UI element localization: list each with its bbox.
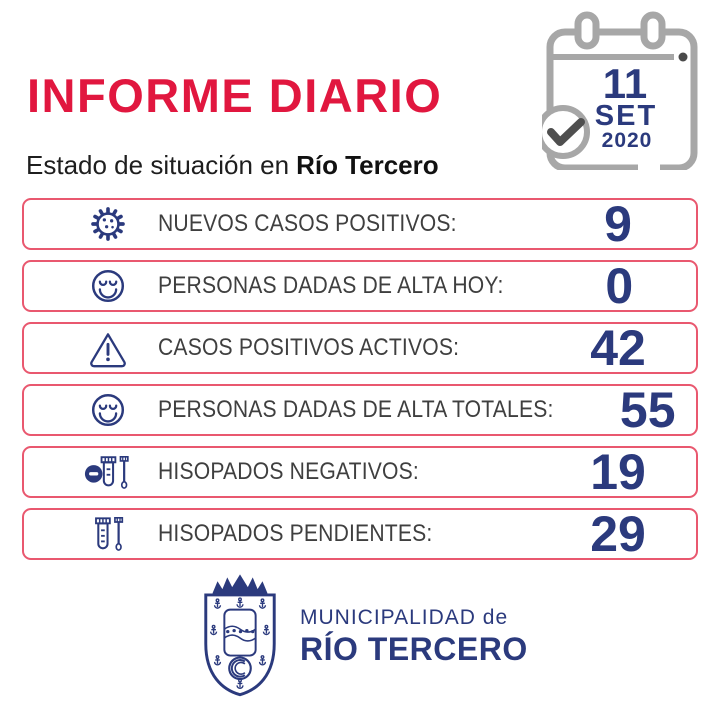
- subtitle-city: Río Tercero: [296, 150, 439, 180]
- virus-icon: [84, 201, 132, 247]
- stat-row-hisopados-negativos: HISOPADOS NEGATIVOS: 19: [22, 446, 698, 498]
- stat-label: CASOS POSITIVOS ACTIVOS:: [158, 334, 460, 361]
- calendar-day: 11: [603, 60, 647, 107]
- stat-row-hisopados-pendientes: HISOPADOS PENDIENTES: 29: [22, 508, 698, 560]
- page-title: INFORME DIARIO: [27, 69, 443, 122]
- check-circle-icon: [542, 105, 590, 159]
- stats-list: NUEVOS CASOS POSITIVOS: 9 PERSONAS DADAS…: [22, 198, 698, 560]
- stat-row-casos-activos: CASOS POSITIVOS ACTIVOS: 42: [22, 322, 698, 374]
- calendar-month: SET: [595, 100, 657, 132]
- stat-label: PERSONAS DADAS DE ALTA HOY:: [158, 272, 504, 299]
- subtitle: Estado de situación en Río Tercero: [26, 150, 439, 181]
- check-mark-icon: [547, 118, 585, 146]
- stat-value: 9: [604, 196, 632, 252]
- municipality-shield-icon: [204, 574, 276, 697]
- stat-row-altas-totales: PERSONAS DADAS DE ALTA TOTALES: 55: [22, 384, 698, 436]
- smiley-icon: [84, 263, 132, 309]
- stat-row-altas-hoy: PERSONAS DADAS DE ALTA HOY: 0: [22, 260, 698, 312]
- swab-negative-icon: [84, 449, 132, 495]
- smiley-icon: [84, 387, 132, 433]
- stat-label: HISOPADOS NEGATIVOS:: [158, 458, 419, 485]
- stat-value: 19: [590, 444, 646, 500]
- stat-value: 55: [619, 382, 676, 438]
- swab-pending-icon: [84, 511, 132, 557]
- municipality-line1: MUNICIPALIDAD de: [300, 606, 509, 629]
- stat-value: 42: [590, 320, 646, 376]
- stat-label: PERSONAS DADAS DE ALTA TOTALES:: [158, 396, 554, 423]
- municipality-line2: RÍO TERCERO: [300, 631, 528, 667]
- stat-value: 0: [605, 258, 634, 314]
- municipality-name: MUNICIPALIDAD de RÍO TERCERO: [300, 572, 528, 668]
- footer-logo: MUNICIPALIDAD de RÍO TERCERO: [196, 572, 528, 702]
- stat-label: HISOPADOS PENDIENTES:: [158, 520, 433, 547]
- stat-value: 29: [590, 506, 646, 562]
- subtitle-prefix: Estado de situación en: [26, 150, 290, 180]
- stat-label: NUEVOS CASOS POSITIVOS:: [158, 210, 457, 237]
- calendar-year: 2020: [602, 129, 653, 152]
- calendar-icon: 11 SET 2020: [542, 11, 698, 170]
- warning-icon: [84, 325, 132, 371]
- stat-row-nuevos-casos: NUEVOS CASOS POSITIVOS: 9: [22, 198, 698, 250]
